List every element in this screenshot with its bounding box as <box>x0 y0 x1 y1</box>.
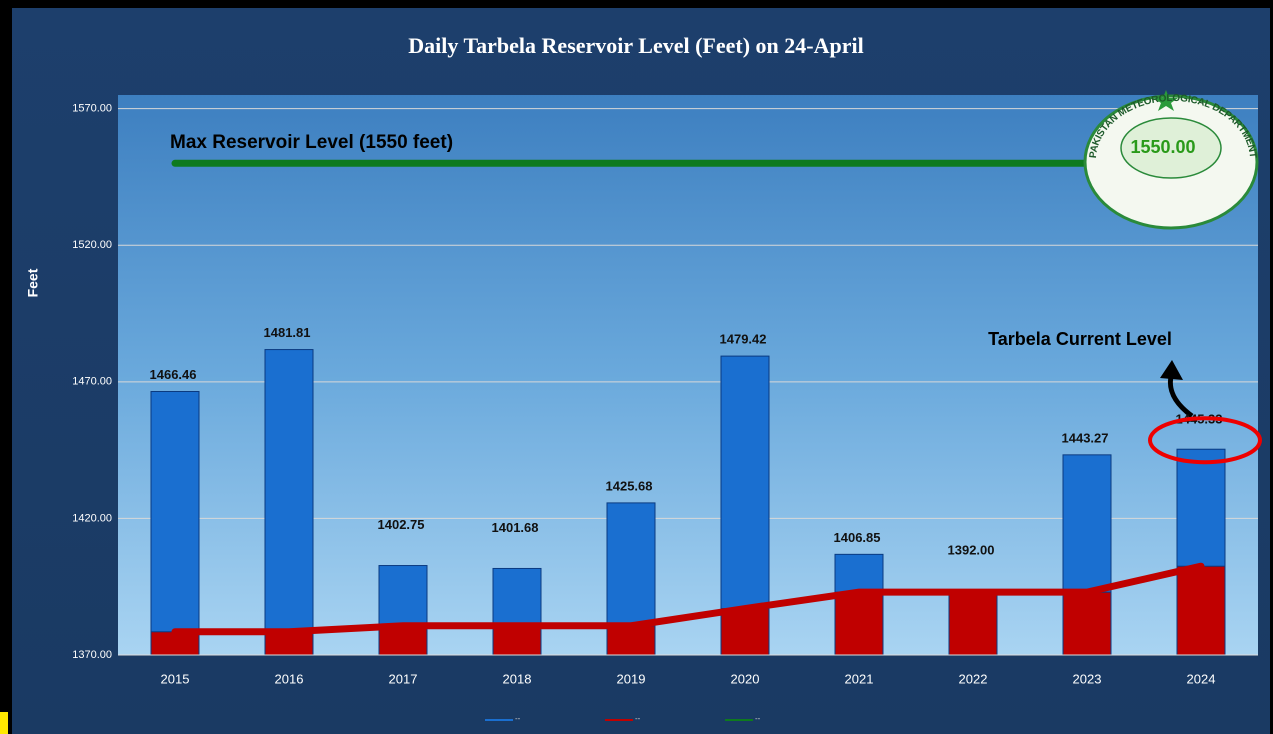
bar <box>607 626 655 655</box>
x-tick-label: 2020 <box>731 671 760 686</box>
value-label: 1466.46 <box>150 367 197 382</box>
annotation: 1550.00 <box>1130 137 1195 157</box>
value-label: 1443.27 <box>1062 430 1109 445</box>
page: {"chart_data": {"type": "bar", "title": … <box>0 0 1273 734</box>
x-tick-label: 2018 <box>503 671 532 686</box>
x-tick-label: 2023 <box>1073 671 1102 686</box>
bar <box>1177 566 1225 655</box>
legend-label: -- <box>755 714 761 723</box>
y-tick-label: 1570.00 <box>72 103 112 115</box>
bar <box>265 350 313 655</box>
x-tick-label: 2015 <box>161 671 190 686</box>
bar <box>949 592 997 655</box>
y-axis-label: Feet <box>25 268 41 297</box>
bar <box>151 391 199 655</box>
y-tick-label: 1370.00 <box>72 649 112 661</box>
bar <box>721 609 769 655</box>
legend-label: -- <box>515 714 521 723</box>
bar <box>835 592 883 655</box>
x-tick-label: 2016 <box>275 671 304 686</box>
value-label: 1406.85 <box>834 530 881 545</box>
x-tick-label: 2024 <box>1187 671 1216 686</box>
value-label: 1401.68 <box>492 520 539 535</box>
chart-title: Daily Tarbela Reservoir Level (Feet) on … <box>408 33 863 58</box>
legend-label: -- <box>635 714 641 723</box>
annotation: Max Reservoir Level (1550 feet) <box>170 132 453 153</box>
corner-mark <box>0 712 8 734</box>
x-tick-label: 2017 <box>389 671 418 686</box>
bar <box>493 626 541 655</box>
value-label: 1392.00 <box>948 542 995 557</box>
value-label: 1402.75 <box>378 517 425 532</box>
value-label: 1479.42 <box>720 332 767 347</box>
y-tick-label: 1420.00 <box>72 512 112 524</box>
annotation: Tarbela Current Level <box>988 329 1172 349</box>
chart: Daily Tarbela Reservoir Level (Feet) on … <box>0 0 1273 734</box>
value-label: 1425.68 <box>606 478 653 493</box>
x-tick-label: 2022 <box>959 671 988 686</box>
x-tick-label: 2021 <box>845 671 874 686</box>
y-tick-label: 1470.00 <box>72 376 112 388</box>
x-tick-label: 2019 <box>617 671 646 686</box>
bar <box>1063 592 1111 655</box>
value-label: 1481.81 <box>264 325 311 340</box>
y-tick-label: 1520.00 <box>72 239 112 251</box>
